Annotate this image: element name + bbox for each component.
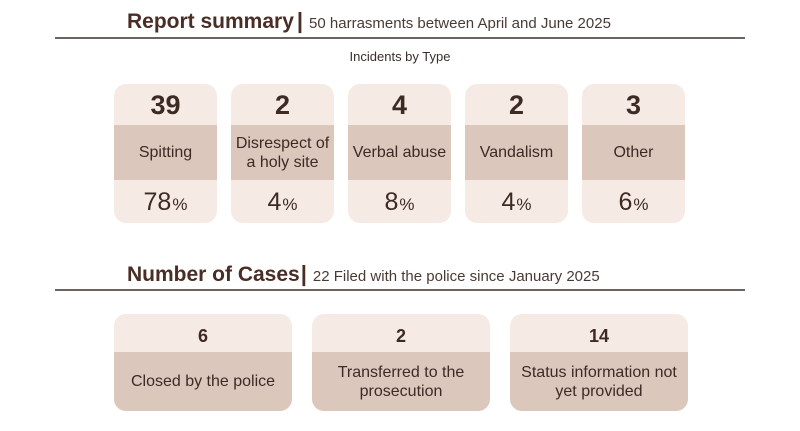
case-card-closed: 6 Closed by the police xyxy=(114,314,292,411)
incident-count: 39 xyxy=(150,90,181,120)
cases-title: Number of Cases xyxy=(127,263,300,286)
header-divider: | xyxy=(296,8,304,33)
incident-card-vandalism: 2 Vandalism 4% xyxy=(465,84,568,223)
case-card-pending: 14 Status information not yet provided xyxy=(510,314,688,411)
incident-label: Disrespect of a holy site xyxy=(231,125,334,180)
incident-label: Spitting xyxy=(114,125,217,180)
incident-count: 3 xyxy=(625,90,642,120)
incident-card-holy-site: 2 Disrespect of a holy site 4% xyxy=(231,84,334,223)
section-rule xyxy=(55,289,745,291)
case-count: 14 xyxy=(588,326,610,346)
incident-type-cards: 39 Spitting 78% 2 Disrespect of a holy s… xyxy=(114,84,685,223)
incident-label: Vandalism xyxy=(465,125,568,180)
incidents-caption: Incidents by Type xyxy=(349,49,451,64)
incident-percent: 78% xyxy=(143,188,188,216)
incident-card-verbal-abuse: 4 Verbal abuse 8% xyxy=(348,84,451,223)
incident-count: 2 xyxy=(274,90,291,120)
report-summary-title: Report summary xyxy=(127,10,294,33)
incident-count: 4 xyxy=(391,90,408,120)
cases-header: Number of Cases | 22 Filed with the poli… xyxy=(127,261,800,287)
case-label: Status information not yet provided xyxy=(510,352,688,411)
report-summary-header: Report summary | 50 harrasments between … xyxy=(127,8,800,34)
incident-label: Other xyxy=(582,125,685,180)
case-label: Closed by the police xyxy=(114,352,292,411)
incident-percent: 4% xyxy=(501,188,532,216)
case-label: Transferred to the prosecution xyxy=(312,352,490,411)
incident-percent: 8% xyxy=(384,188,415,216)
cases-subtitle: 22 Filed with the police since January 2… xyxy=(312,268,600,285)
incident-percent: 6% xyxy=(618,188,649,216)
case-card-transferred: 2 Transferred to the prosecution xyxy=(312,314,490,411)
report-summary-subtitle: 50 harrasments between April and June 20… xyxy=(309,15,611,32)
case-count: 2 xyxy=(395,326,406,346)
incident-label: Verbal abuse xyxy=(348,125,451,180)
incident-percent: 4% xyxy=(267,188,298,216)
incident-count: 2 xyxy=(508,90,525,120)
case-count: 6 xyxy=(197,326,208,346)
case-status-cards: 6 Closed by the police 2 Transferred to … xyxy=(114,314,688,411)
incident-card-spitting: 39 Spitting 78% xyxy=(114,84,217,223)
header-divider: | xyxy=(300,261,307,286)
section-rule xyxy=(55,37,745,39)
incident-card-other: 3 Other 6% xyxy=(582,84,685,223)
